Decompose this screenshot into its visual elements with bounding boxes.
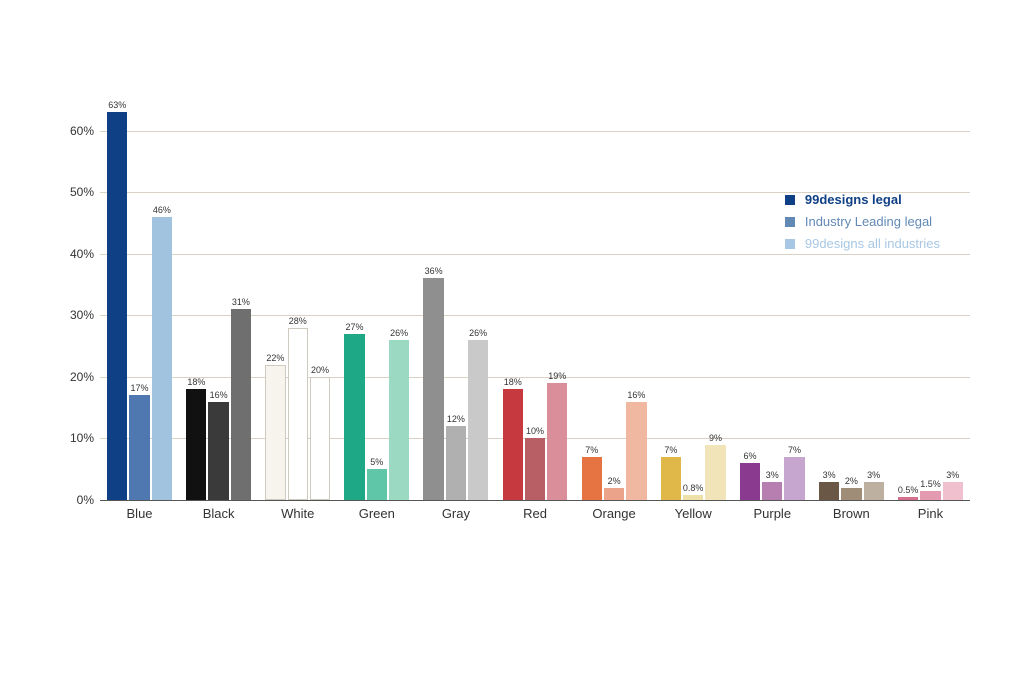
bar bbox=[208, 402, 228, 500]
bar-value-label: 9% bbox=[695, 433, 735, 443]
bar bbox=[661, 457, 681, 500]
y-tick-label: 10% bbox=[60, 431, 94, 445]
bar bbox=[943, 482, 963, 500]
bar bbox=[107, 112, 127, 500]
y-tick-label: 30% bbox=[60, 308, 94, 322]
bar bbox=[762, 482, 782, 500]
bar bbox=[864, 482, 884, 500]
legend-swatch bbox=[785, 239, 795, 249]
x-tick-label: Brown bbox=[833, 506, 870, 521]
bar bbox=[231, 309, 251, 500]
legend-item: Industry Leading legal bbox=[785, 212, 940, 232]
x-tick-label: White bbox=[281, 506, 314, 521]
legend-swatch bbox=[785, 195, 795, 205]
bar bbox=[784, 457, 804, 500]
y-tick-label: 50% bbox=[60, 185, 94, 199]
bar-value-label: 31% bbox=[221, 297, 261, 307]
bar bbox=[841, 488, 861, 500]
bar-value-label: 18% bbox=[493, 377, 533, 387]
bar-value-label: 3% bbox=[854, 470, 894, 480]
bar bbox=[129, 395, 149, 500]
bar bbox=[186, 389, 206, 500]
x-tick-label: Purple bbox=[753, 506, 791, 521]
bar bbox=[468, 340, 488, 500]
x-tick-label: Pink bbox=[918, 506, 943, 521]
legend-swatch bbox=[785, 217, 795, 227]
chart-container: 0%10%20%30%40%50%60%Blue63%17%46%Black18… bbox=[60, 100, 980, 520]
legend-item: 99designs legal bbox=[785, 190, 940, 210]
bar-value-label: 20% bbox=[300, 365, 340, 375]
bar bbox=[503, 389, 523, 500]
bar bbox=[898, 497, 918, 500]
bar-value-label: 19% bbox=[537, 371, 577, 381]
x-tick-label: Black bbox=[203, 506, 235, 521]
bar-value-label: 16% bbox=[616, 390, 656, 400]
bar-value-label: 28% bbox=[278, 316, 318, 326]
legend: 99designs legalIndustry Leading legal99d… bbox=[785, 190, 940, 256]
bar bbox=[288, 328, 308, 500]
y-tick-label: 60% bbox=[60, 124, 94, 138]
x-tick-label: Gray bbox=[442, 506, 470, 521]
legend-label: Industry Leading legal bbox=[805, 212, 932, 232]
bar-value-label: 18% bbox=[176, 377, 216, 387]
bar bbox=[626, 402, 646, 500]
x-tick-label: Blue bbox=[127, 506, 153, 521]
x-tick-label: Green bbox=[359, 506, 395, 521]
bar-value-label: 46% bbox=[142, 205, 182, 215]
bar bbox=[525, 438, 545, 500]
bar-value-label: 7% bbox=[572, 445, 612, 455]
legend-item: 99designs all industries bbox=[785, 234, 940, 254]
bar bbox=[705, 445, 725, 500]
bar-value-label: 6% bbox=[730, 451, 770, 461]
bar-value-label: 7% bbox=[775, 445, 815, 455]
x-tick-label: Red bbox=[523, 506, 547, 521]
bar bbox=[344, 334, 364, 500]
bar-value-label: 3% bbox=[933, 470, 973, 480]
bar-value-label: 36% bbox=[414, 266, 454, 276]
bar-value-label: 26% bbox=[379, 328, 419, 338]
bar bbox=[446, 426, 466, 500]
bar bbox=[389, 340, 409, 500]
bar bbox=[423, 278, 443, 500]
y-tick-label: 20% bbox=[60, 370, 94, 384]
bar-value-label: 63% bbox=[97, 100, 137, 110]
grid-line bbox=[100, 131, 970, 132]
x-tick-label: Yellow bbox=[675, 506, 712, 521]
bar bbox=[604, 488, 624, 500]
bar-value-label: 26% bbox=[458, 328, 498, 338]
y-tick-label: 0% bbox=[60, 493, 94, 507]
bar bbox=[152, 217, 172, 500]
bar-value-label: 7% bbox=[651, 445, 691, 455]
legend-label: 99designs all industries bbox=[805, 234, 940, 254]
y-tick-label: 40% bbox=[60, 247, 94, 261]
bar bbox=[310, 377, 330, 500]
bar bbox=[547, 383, 567, 500]
plot-area: 0%10%20%30%40%50%60%Blue63%17%46%Black18… bbox=[100, 100, 970, 501]
bar bbox=[265, 365, 285, 500]
bar bbox=[683, 495, 703, 500]
x-tick-label: Orange bbox=[592, 506, 635, 521]
bar-value-label: 27% bbox=[335, 322, 375, 332]
bar bbox=[920, 491, 940, 500]
legend-label: 99designs legal bbox=[805, 190, 902, 210]
bar bbox=[367, 469, 387, 500]
